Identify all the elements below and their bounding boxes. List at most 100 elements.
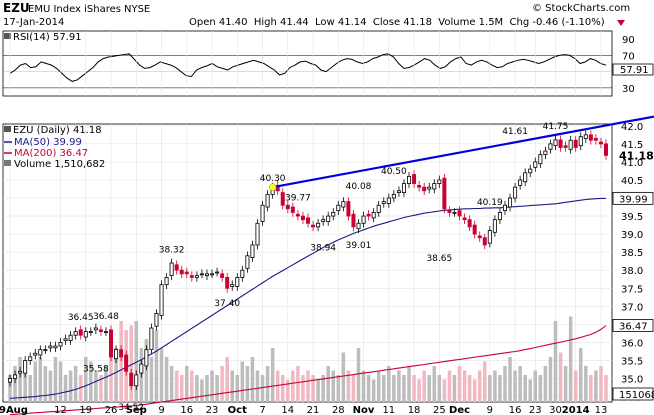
x-tick-label: 12: [54, 405, 67, 415]
price-tick-label: 38.5: [621, 248, 643, 259]
volume-bar: [44, 366, 48, 402]
volume-bar: [549, 357, 553, 402]
volume-bar: [463, 371, 467, 403]
x-tick-label: 16: [509, 405, 522, 415]
volume-bar: [569, 317, 573, 403]
price-tick-label: 35.0: [621, 375, 643, 386]
volume-bar: [261, 375, 265, 402]
volume-bar: [528, 380, 532, 403]
volume-bar: [286, 380, 290, 403]
fund-name-label: EMU Index iShares: [28, 4, 121, 15]
volume-bar: [589, 375, 593, 402]
volume-bar: [119, 321, 123, 402]
volume-bar: [74, 366, 78, 402]
price-annotation: 38.65: [426, 254, 452, 264]
candle: [443, 174, 446, 213]
volume-bar: [180, 375, 184, 402]
right-tag-label: 151068: [619, 390, 654, 401]
volume-bar: [160, 348, 164, 402]
rsi-tick-label: 90: [622, 35, 635, 46]
volume-bar: [427, 375, 431, 402]
x-tick-label: 16: [180, 405, 193, 415]
volume-bar: [574, 371, 578, 403]
volume-bar: [69, 371, 73, 403]
price-annotation: 39.77: [285, 193, 311, 203]
volume-bar: [241, 362, 245, 403]
rsi-legend: RSI(14) 57.91: [13, 32, 82, 43]
volume-bar: [539, 375, 543, 402]
rsi-tick-label: 70: [622, 51, 635, 62]
volume-bar: [503, 366, 507, 402]
volume-bar: [377, 371, 381, 403]
volume-bar: [271, 348, 275, 402]
volume-bar: [170, 366, 174, 402]
volume-bar: [352, 375, 356, 402]
right-tag-label: 39.99: [619, 194, 648, 205]
rsi-last-value: 57.91: [620, 65, 649, 76]
volume-bar: [210, 371, 214, 403]
price-annotation: 38.94: [310, 243, 336, 253]
volume-bar: [382, 375, 386, 402]
volume-bar: [311, 375, 315, 402]
candle: [109, 325, 112, 361]
volume-bar: [579, 348, 583, 402]
x-tick-label: 14: [281, 405, 294, 415]
price-tick-label: 37.0: [621, 302, 643, 313]
volume-bar: [185, 366, 189, 402]
price-annotation: 38.32: [159, 246, 185, 256]
volume-bar: [387, 366, 391, 402]
volume-bar: [28, 375, 32, 402]
volume-bar: [246, 366, 250, 402]
volume-bar: [301, 375, 305, 402]
volume-bar: [256, 371, 260, 403]
volume-bar: [342, 353, 346, 403]
legend-ma200: MA(200) 36.47: [14, 148, 88, 159]
candle: [256, 219, 259, 249]
highlight-marker: [269, 184, 276, 191]
volume-bar: [54, 357, 58, 402]
volume-bar: [175, 371, 179, 403]
volume-bar: [220, 366, 224, 402]
price-annotation: 40.30: [260, 174, 286, 184]
volume-bar: [412, 375, 416, 402]
volume-bar: [443, 380, 447, 403]
volume-bar: [230, 371, 234, 403]
price-legend-swatch: [4, 126, 11, 132]
price-annotation: 35.58: [83, 365, 109, 375]
volume-bar: [473, 380, 477, 403]
volume-bar: [508, 357, 512, 402]
x-tick-label: Nov: [353, 405, 375, 415]
volume-bar: [478, 371, 482, 403]
volume-bar: [165, 357, 169, 402]
x-tick-label: 2014: [562, 405, 590, 415]
volume-bar: [18, 357, 22, 402]
volume-bar: [362, 371, 366, 403]
x-tick-label: Dec: [449, 405, 470, 415]
price-tick-label: 38.0: [621, 266, 643, 277]
candle: [160, 280, 163, 319]
price-tick-label: 39.0: [621, 230, 643, 241]
volume-bar: [59, 362, 63, 403]
down-triangle-icon: [617, 20, 625, 26]
x-tick-label: 9: [158, 405, 164, 415]
volume-bar: [205, 375, 209, 402]
volume-bar: [332, 371, 336, 403]
volume-bar: [544, 366, 548, 402]
volume-bar: [433, 366, 437, 402]
price-annotation: 36.48: [93, 312, 119, 322]
volume-bar: [513, 371, 517, 403]
x-axis: 29Aug121926Sep91623Oct7142128Nov111825De…: [0, 405, 607, 415]
volume-bar: [372, 380, 376, 403]
volume-bar: [150, 357, 154, 402]
price-tick-label: 35.5: [621, 356, 643, 367]
volume-bar: [367, 375, 371, 402]
volume-bar: [266, 366, 270, 402]
volume-bar: [468, 375, 472, 402]
volume-bar: [417, 380, 421, 403]
legend-ma50: MA(50) 39.99: [14, 137, 82, 148]
volume-bar: [49, 371, 53, 403]
right-tag-label: 36.47: [619, 321, 648, 332]
price-tick-label: 37.5: [621, 284, 643, 295]
volume-bar: [438, 375, 442, 402]
